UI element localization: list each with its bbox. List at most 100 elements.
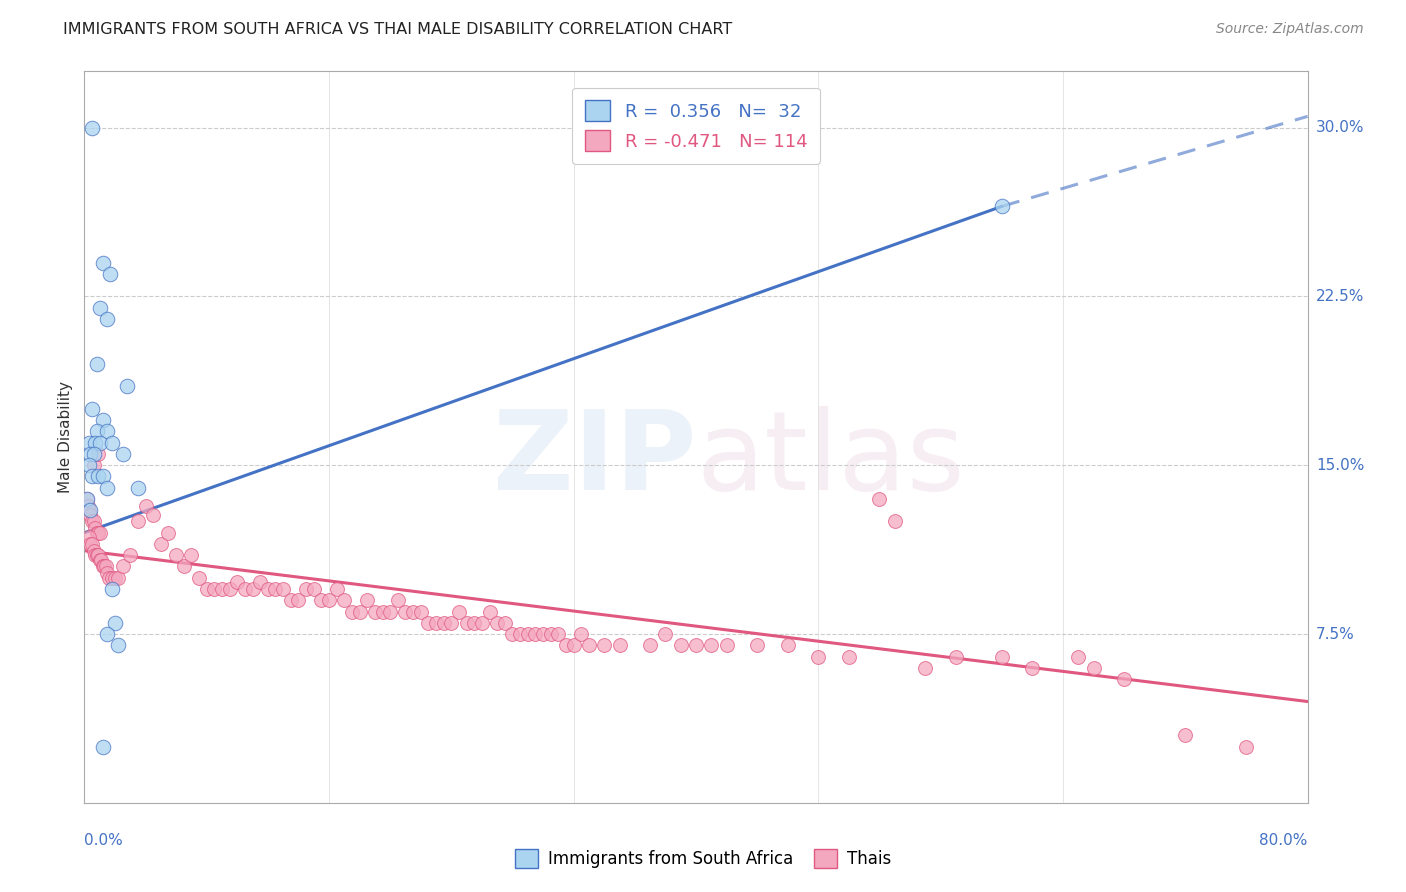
Point — [83, 458, 105, 473]
Point — [471, 615, 494, 630]
Point — [555, 638, 578, 652]
Point — [1236, 739, 1258, 754]
Point — [89, 435, 111, 450]
Point — [364, 605, 387, 619]
Point — [80, 515, 103, 529]
Point — [165, 548, 187, 562]
Point — [79, 537, 101, 551]
Point — [83, 515, 105, 529]
Point — [84, 521, 107, 535]
Point — [1114, 672, 1136, 686]
Point — [295, 582, 318, 596]
Point — [127, 481, 149, 495]
Point — [211, 582, 233, 596]
Point — [87, 469, 110, 483]
Point — [654, 627, 676, 641]
Point — [433, 615, 456, 630]
Point — [90, 553, 112, 567]
Point — [93, 559, 115, 574]
Point — [302, 582, 325, 596]
Point — [440, 615, 463, 630]
Legend: Immigrants from South Africa, Thais: Immigrants from South Africa, Thais — [508, 842, 898, 875]
Point — [127, 515, 149, 529]
Point — [107, 638, 129, 652]
Point — [578, 638, 600, 652]
Point — [425, 615, 447, 630]
Text: Source: ZipAtlas.com: Source: ZipAtlas.com — [1216, 22, 1364, 37]
Point — [1174, 728, 1197, 742]
Point — [387, 593, 409, 607]
Point — [87, 447, 110, 461]
Point — [86, 357, 108, 371]
Point — [101, 571, 124, 585]
Point — [776, 638, 799, 652]
Point — [77, 499, 100, 513]
Text: 30.0%: 30.0% — [1316, 120, 1364, 135]
Point — [456, 615, 478, 630]
Point — [287, 593, 309, 607]
Point — [249, 575, 271, 590]
Point — [869, 491, 891, 506]
Point — [669, 638, 692, 652]
Text: 7.5%: 7.5% — [1316, 626, 1354, 641]
Point — [569, 627, 592, 641]
Point — [96, 481, 118, 495]
Point — [914, 661, 936, 675]
Point — [486, 615, 509, 630]
Point — [509, 627, 531, 641]
Point — [325, 582, 347, 596]
Point — [83, 543, 105, 558]
Point — [96, 425, 118, 439]
Point — [195, 582, 218, 596]
Point — [76, 491, 98, 506]
Point — [104, 571, 127, 585]
Point — [86, 425, 108, 439]
Point — [111, 447, 134, 461]
Point — [478, 605, 501, 619]
Point — [80, 537, 103, 551]
Point — [991, 649, 1014, 664]
Point — [77, 435, 100, 450]
Text: 22.5%: 22.5% — [1316, 289, 1364, 304]
Point — [89, 525, 111, 540]
Point — [991, 199, 1014, 213]
Point — [340, 605, 363, 619]
Point — [79, 508, 101, 522]
Point — [409, 605, 432, 619]
Point — [883, 515, 905, 529]
Point — [838, 649, 860, 664]
Point — [1021, 661, 1043, 675]
Point — [107, 571, 129, 585]
Point — [115, 379, 138, 393]
Point — [149, 537, 172, 551]
Point — [226, 575, 249, 590]
Point — [83, 447, 105, 461]
Point — [84, 548, 107, 562]
Point — [89, 301, 111, 315]
Point — [96, 312, 118, 326]
Point — [531, 627, 554, 641]
Point — [394, 605, 416, 619]
Point — [87, 548, 110, 562]
Point — [188, 571, 211, 585]
Point — [1083, 661, 1105, 675]
Point — [218, 582, 240, 596]
Point — [1067, 649, 1090, 664]
Point — [447, 605, 470, 619]
Point — [89, 553, 111, 567]
Point — [104, 615, 127, 630]
Point — [233, 582, 256, 596]
Point — [516, 627, 538, 641]
Point — [264, 582, 287, 596]
Point — [80, 401, 103, 416]
Point — [96, 627, 118, 641]
Point — [716, 638, 738, 652]
Point — [97, 571, 120, 585]
Point — [94, 559, 117, 574]
Point — [311, 593, 333, 607]
Point — [540, 627, 562, 641]
Point — [463, 615, 485, 630]
Point — [945, 649, 967, 664]
Point — [562, 638, 585, 652]
Point — [111, 559, 134, 574]
